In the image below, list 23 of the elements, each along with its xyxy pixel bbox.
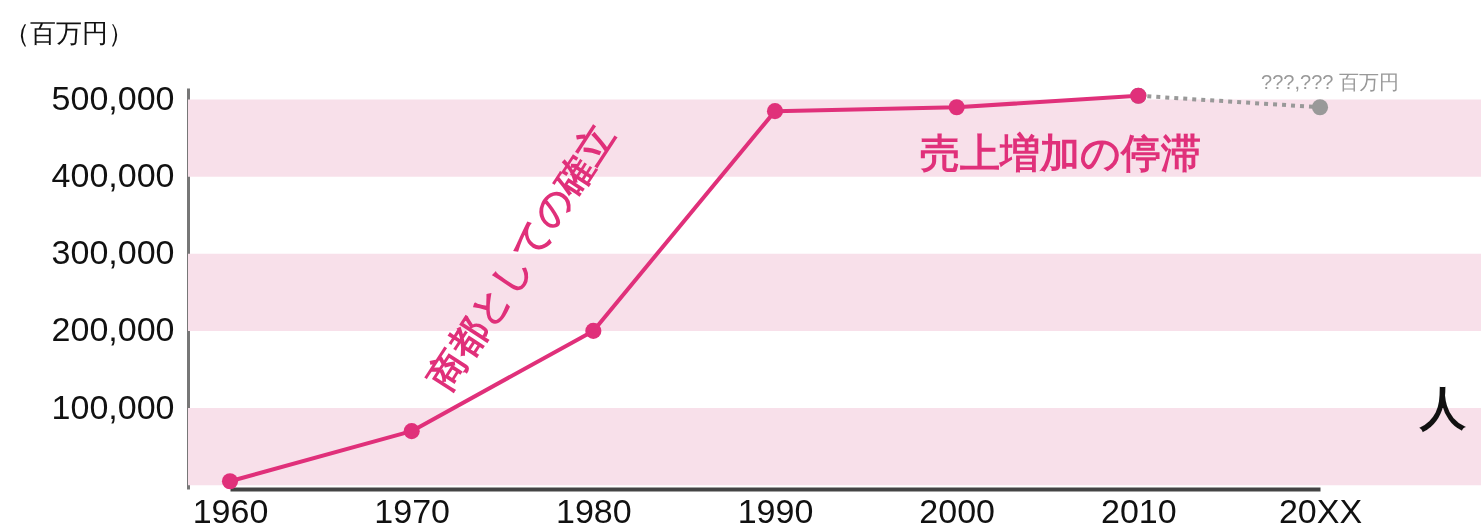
x-tick-label: 1970 xyxy=(374,491,450,530)
x-tick-label: 2000 xyxy=(919,491,995,530)
y-tick-label: 300,000 xyxy=(51,233,175,272)
y-axis-title: （百万円） xyxy=(3,17,134,48)
point xyxy=(948,99,965,116)
x-tick-label: 1990 xyxy=(737,491,814,530)
x-tick-label: 1980 xyxy=(556,491,632,530)
y-tick-label: 200,000 xyxy=(51,310,175,349)
point xyxy=(766,103,784,120)
point xyxy=(221,473,239,490)
x-tick-label: 1960 xyxy=(192,491,269,530)
y-tick-label: 500,000 xyxy=(51,79,175,118)
annotation: ???,??? 百万円 xyxy=(1261,71,1399,94)
annotation: 商都としての確立 xyxy=(419,116,623,398)
point xyxy=(585,322,602,339)
annotation: 人 xyxy=(1419,382,1466,434)
y-tick-label: 100,000 xyxy=(51,387,175,426)
annotation: 売上増加の停滞 xyxy=(919,131,1201,175)
point xyxy=(1311,99,1329,116)
y-tick-label: 400,000 xyxy=(51,156,175,195)
x-tick-label: 20XX xyxy=(1278,491,1363,530)
point xyxy=(403,423,420,440)
x-tick-label: 2010 xyxy=(1101,491,1177,530)
